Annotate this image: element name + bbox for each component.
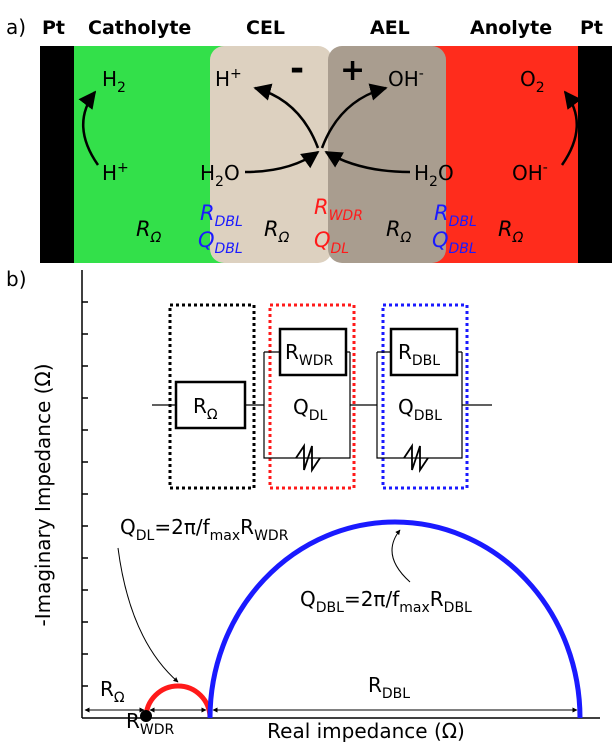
text-part: R xyxy=(368,673,382,697)
text-part: R xyxy=(240,515,254,539)
charge-sign: - xyxy=(290,49,304,89)
text-part: R xyxy=(100,677,114,701)
text-part: - xyxy=(543,160,548,176)
text-part: DBL xyxy=(449,241,477,257)
text-part: =2π/f xyxy=(344,587,400,611)
text-part: OH xyxy=(388,67,419,91)
text-part: R xyxy=(314,195,329,219)
charge-sign: + xyxy=(340,53,365,88)
region-label: AEL xyxy=(370,17,410,39)
text-part: WDR xyxy=(329,208,363,224)
text-part: 2 xyxy=(536,80,545,96)
text-part: Ω xyxy=(512,230,524,246)
text-part: DBL xyxy=(444,600,472,616)
text-part: R xyxy=(193,394,207,418)
text-part: Ω xyxy=(114,690,125,706)
panel-label: b) xyxy=(6,267,27,291)
text-part: Q xyxy=(120,515,136,539)
text-part: R xyxy=(498,217,513,241)
text-part: DL xyxy=(136,528,155,544)
text-part: Ω xyxy=(150,230,162,246)
region-label: Catholyte xyxy=(88,17,191,39)
text-part: + xyxy=(117,160,129,176)
text-part: O xyxy=(224,161,240,185)
region-label: Anolyte xyxy=(470,17,552,39)
text-part: H xyxy=(102,161,117,185)
text-part: WDR xyxy=(299,353,334,369)
text-part: R xyxy=(434,201,449,225)
text-part: R xyxy=(264,217,279,241)
text-part: Q xyxy=(314,228,331,252)
text-part: - xyxy=(419,66,424,82)
text-part: DBL xyxy=(215,241,243,257)
panel-label: a) xyxy=(6,15,26,39)
text-part: Ω xyxy=(400,230,412,246)
text-part: Q xyxy=(293,395,309,419)
text-part: WDR xyxy=(254,528,289,544)
electrode xyxy=(40,46,74,263)
text-part: O xyxy=(438,161,454,185)
text-part: R xyxy=(386,217,401,241)
shape xyxy=(118,548,178,682)
text-part: max xyxy=(399,600,430,616)
text-part: DL xyxy=(309,408,328,424)
electrode-label: Pt xyxy=(580,17,603,39)
text-part: DBL xyxy=(414,408,442,424)
text-part: R xyxy=(126,709,140,733)
text-part: 2 xyxy=(117,80,126,96)
text-part: Ω xyxy=(278,230,290,246)
figure: a) Pt Catholyte CEL AEL Anolyte Pt - + H… xyxy=(0,0,612,742)
species-label: OH- xyxy=(512,160,548,185)
text-part: R xyxy=(398,340,412,364)
electrode-label: Pt xyxy=(42,17,65,39)
region-label: CEL xyxy=(246,17,285,39)
text-part: DBL xyxy=(316,600,344,616)
text-part: R xyxy=(430,587,444,611)
text-part: O xyxy=(520,67,536,91)
y-axis-label: -Imaginary Impedance (Ω) xyxy=(31,363,55,626)
text-part: DBL xyxy=(412,353,440,369)
text-part: H xyxy=(414,161,429,185)
text-part: 2 xyxy=(215,174,224,190)
origin-dot xyxy=(140,710,152,722)
shape xyxy=(392,530,410,582)
text-part: DBL xyxy=(215,214,243,230)
text-part: Q xyxy=(398,395,414,419)
text-part: 2 xyxy=(429,174,438,190)
circuit-label: QDBL xyxy=(398,395,442,424)
annotation: QDBL=2π/fmaxRDBL xyxy=(300,587,472,616)
x-axis-label: Real impedance (Ω) xyxy=(267,719,465,742)
text-part: max xyxy=(210,528,241,544)
text-part: =2π/f xyxy=(154,515,210,539)
text-part: Ω xyxy=(207,407,218,423)
text-part: H xyxy=(102,67,117,91)
text-part: OH xyxy=(512,161,543,185)
text-part: WDR xyxy=(140,722,175,738)
text-part: Q xyxy=(432,228,449,252)
circuit-label: QDL xyxy=(293,395,328,424)
species-label: OH- xyxy=(388,66,424,91)
text-part: DBL xyxy=(449,214,477,230)
text-part: Q xyxy=(300,587,316,611)
wdr-arc xyxy=(146,686,210,718)
text-part: R xyxy=(285,340,299,364)
text-part: DL xyxy=(331,241,350,257)
text-part: Q xyxy=(198,228,215,252)
text-part: R xyxy=(136,217,151,241)
annotation: RDBL xyxy=(368,673,410,702)
text-part: + xyxy=(230,66,242,82)
text-part: R xyxy=(200,201,215,225)
text-part: H xyxy=(215,67,230,91)
text-part: H xyxy=(200,161,215,185)
electrode xyxy=(578,46,612,263)
text-part: DBL xyxy=(382,686,410,702)
annotation: RΩ xyxy=(100,677,125,706)
annotation: QDL=2π/fmaxRWDR xyxy=(120,515,289,544)
